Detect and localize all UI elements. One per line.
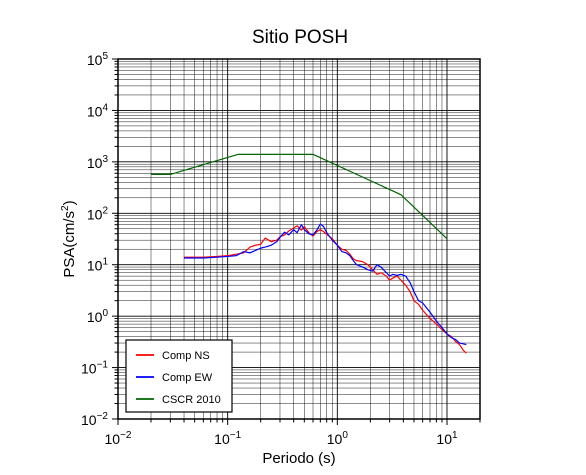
y-tick-label: 10−2 (81, 411, 108, 428)
y-tick-label: 103 (87, 154, 109, 171)
legend-label-cscr-2010: CSCR 2010 (162, 394, 221, 406)
y-axis-label: PSA(cm/s2) (60, 200, 78, 277)
legend-label-comp-ew: Comp EW (162, 372, 213, 384)
tick-label-exponent: −2 (120, 430, 132, 441)
tick-label-exponent: 0 (102, 308, 108, 319)
series-group (151, 153, 467, 354)
y-axis-label-base: PSA(cm/s (61, 211, 78, 278)
legend-label-comp-ns: Comp NS (162, 350, 210, 362)
y-tick-label: 10−1 (81, 360, 108, 377)
tick-label-exponent: 3 (102, 154, 108, 165)
tick-label-base: 10 (87, 309, 103, 325)
tick-label-base: 10 (81, 412, 97, 428)
y-tick-label: 104 (87, 102, 109, 119)
chart-title: Sitio POSH (252, 27, 348, 48)
y-tick-label: 101 (87, 257, 109, 274)
tick-label-base: 10 (87, 52, 103, 68)
tick-label-base: 10 (87, 258, 103, 274)
tick-label-exponent: 4 (102, 102, 108, 113)
axis-ticks (112, 58, 481, 425)
x-tick-label: 10−1 (214, 430, 241, 447)
x-tick-label: 10−2 (105, 430, 132, 447)
legend: Comp NS Comp EW CSCR 2010 (125, 339, 233, 413)
tick-label-exponent: 1 (102, 257, 108, 268)
tick-label-base: 10 (214, 431, 230, 447)
y-tick-label: 100 (87, 308, 109, 325)
tick-label-base: 10 (87, 155, 103, 171)
tick-label-base: 10 (105, 431, 121, 447)
tick-label-base: 10 (87, 103, 103, 119)
tick-label-base: 10 (87, 206, 103, 222)
x-tick-label: 100 (327, 430, 349, 447)
tick-label-exponent: 0 (342, 430, 348, 441)
tick-label-base: 10 (436, 431, 452, 447)
y-tick-label: 102 (87, 205, 109, 222)
tick-label-base: 10 (81, 361, 97, 377)
tick-label-exponent: 1 (452, 430, 458, 441)
x-tick-label: 101 (436, 430, 458, 447)
tick-label-exponent: 5 (102, 51, 108, 62)
tick-label-exponent: −1 (230, 430, 242, 441)
series-line-cscr-2010 (151, 153, 448, 240)
series-line-comp-ew (184, 223, 467, 346)
x-axis-label: Periodo (s) (262, 450, 335, 467)
tick-label-base: 10 (327, 431, 343, 447)
series-line-comp-ns (184, 225, 467, 354)
legend-box (125, 339, 233, 413)
tick-label-exponent: −2 (97, 411, 109, 422)
y-tick-label: 105 (87, 51, 109, 68)
y-axis-label-tail: ) (61, 200, 78, 205)
grid (117, 58, 481, 420)
plot-frame (117, 58, 481, 420)
y-axis-label-exponent: 2 (60, 205, 71, 211)
tick-label-exponent: −1 (97, 360, 109, 371)
tick-label-exponent: 2 (102, 205, 108, 216)
